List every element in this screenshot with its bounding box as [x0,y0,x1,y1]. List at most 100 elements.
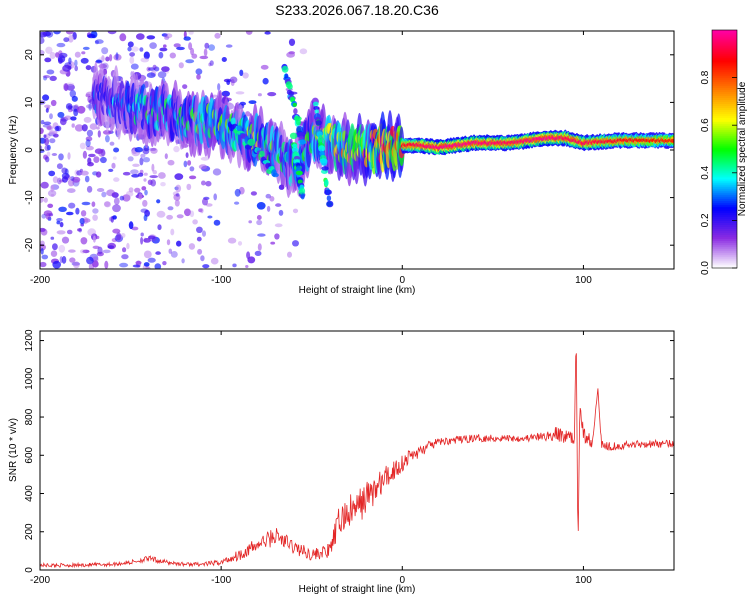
heatmap-cell [96,126,100,130]
colorbar-band [712,125,737,128]
heatmap-cell [101,55,105,62]
heatmap-cell [127,41,134,48]
heatmap-cell [43,197,48,203]
x-tick-label: -100 [211,275,231,286]
heatmap-cell [141,186,147,191]
colorbar-band [712,147,737,150]
colorbar-band [712,210,737,214]
heatmap-cell [291,147,299,153]
heatmap-cell [256,219,263,226]
heatmap-cell [97,246,103,255]
heatmap-cell [130,63,139,70]
colorbar-band [712,127,737,130]
colorbar-band [712,208,737,212]
colorbar-band [712,190,737,194]
heatmap-cell [79,142,86,150]
heatmap-cell [237,241,243,246]
heatmap-cell [45,133,51,139]
heatmap-cell [77,228,82,232]
heatmap-cell [134,187,141,193]
heatmap-cell [120,233,126,238]
heatmap-cell [94,39,104,44]
heatmap-cell [108,168,114,172]
heatmap-cell [61,167,68,174]
colorbar-band [712,35,737,39]
heatmap-cell [54,125,60,132]
heatmap-cell [202,198,208,206]
heatmap-cell [143,178,147,182]
figure-title: S233.2026.067.18.20.C36 [275,2,439,18]
y-tick-label: 1200 [24,329,35,352]
heatmap-cell [174,199,180,207]
heatmap-cell [239,69,244,77]
heatmap-cell [71,123,75,128]
heatmap-cell [264,31,271,35]
heatmap-cell [88,263,95,269]
heatmap-cell [169,52,176,59]
colorbar-band [712,71,737,75]
heatmap-cell [91,201,96,207]
colorbar-band [712,101,737,104]
y-tick-label: -10 [24,190,35,205]
heatmap-cell [41,213,47,219]
heatmap-cell [157,71,167,79]
heatmap-cell [274,233,280,240]
heatmap-cell [80,57,89,64]
snr-series-line [40,353,674,569]
colorbar-band [712,109,737,112]
heatmap-cell [257,243,262,251]
heatmap-cell [186,183,192,191]
heatmap-cell [45,46,53,54]
heatmap-cell [167,159,175,166]
colorbar-band [712,216,737,220]
colorbar-band [712,228,737,231]
colorbar-band [712,250,737,253]
heatmap-cell [56,220,61,225]
colorbar-band [712,238,737,241]
heatmap-cell [182,84,188,89]
heatmap-cell [146,35,156,40]
heatmap-cell [102,249,111,254]
heatmap-cell [107,245,115,249]
heatmap-cell [45,156,50,163]
heatmap-cell [105,56,110,62]
heatmap-cell [95,171,102,178]
heatmap-cell [184,208,191,217]
heatmap-cell [299,48,308,55]
heatmap-cell [296,132,305,137]
colorbar-band [712,254,737,257]
heatmap-cell [71,262,81,266]
heatmap-cell [292,143,298,148]
x-tick-label: 100 [575,575,592,586]
heatmap-cell [214,32,221,39]
x-tick-label: -100 [211,575,231,586]
colorbar-band [712,81,737,85]
colorbar-band [712,264,737,267]
heatmap-cell [139,47,144,52]
heatmap-cell [213,219,221,226]
heatmap-cell [112,228,121,234]
heatmap-cell [89,123,98,130]
heatmap-cell [281,65,289,73]
heatmap-cell [108,216,113,222]
colorbar-band [712,59,737,63]
colorbar-tick-label: 0.2 [700,213,711,227]
heatmap-cell [150,179,156,187]
heatmap-cell [256,202,266,210]
heatmap-cell [45,31,54,38]
heatmap-cell [170,251,178,258]
heatmap-cell [40,49,45,56]
heatmap-cell [127,46,132,52]
heatmap-cell [156,199,161,204]
heatmap-cell [40,227,46,232]
heatmap-cell [248,100,257,104]
heatmap-cell [205,203,213,207]
heatmap-cell [103,201,111,207]
snr-x-label: Height of straight line (km) [299,584,416,595]
heatmap-cell [73,108,79,117]
colorbar-band [712,115,737,118]
heatmap-cell [188,31,194,35]
heatmap-cell [92,256,99,264]
colorbar-band [712,83,737,87]
